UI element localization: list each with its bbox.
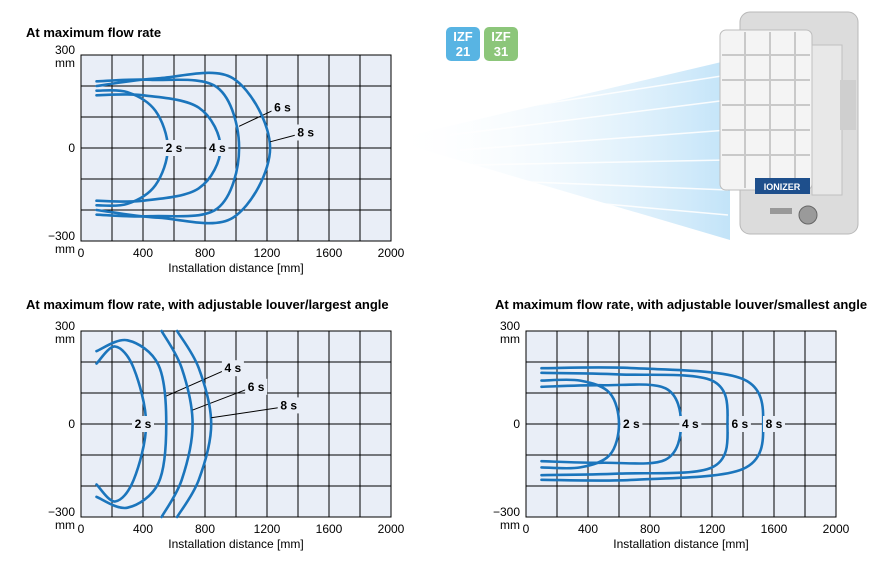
series-label: 8 s bbox=[297, 126, 314, 140]
x-tick-label: 1600 bbox=[316, 246, 343, 260]
y-tick-unit: mm bbox=[55, 242, 75, 256]
x-tick-label: 1200 bbox=[699, 522, 726, 536]
series-curve-2s bbox=[540, 378, 621, 470]
chart-title-max-flow: At maximum flow rate bbox=[26, 25, 162, 40]
series-label: 4 s bbox=[682, 417, 699, 431]
y-tick-label: −300 bbox=[493, 505, 520, 519]
label-leader bbox=[238, 109, 275, 127]
series-label: 6 s bbox=[732, 417, 749, 431]
label-bg bbox=[763, 416, 785, 432]
series-curve-6s bbox=[540, 371, 729, 477]
x-tick-label: 2000 bbox=[378, 522, 405, 536]
x-tick-label: 2000 bbox=[823, 522, 850, 536]
y-tick-label: 0 bbox=[513, 417, 520, 431]
model-badge-izf31: IZF 31 bbox=[484, 27, 518, 61]
airflow-beam bbox=[390, 60, 730, 240]
series-curve-4s bbox=[95, 338, 168, 510]
label-leader bbox=[269, 134, 298, 143]
x-axis-label: Installation distance [mm] bbox=[168, 537, 303, 551]
label-bg bbox=[163, 140, 185, 156]
label-leader bbox=[192, 388, 249, 411]
model-badge-izf21: IZF 21 bbox=[446, 27, 480, 61]
series-label: 8 s bbox=[766, 417, 783, 431]
label-bg bbox=[277, 397, 300, 414]
series-label: 4 s bbox=[225, 361, 242, 375]
chart-1: 0 400 800 1200 1600 2000300mm0−300mmInstallat… bbox=[48, 43, 405, 275]
x-axis-label: Installation distance [mm] bbox=[613, 537, 748, 551]
label-bg bbox=[620, 416, 643, 432]
y-tick-label: 300 bbox=[500, 319, 520, 333]
x-tick-label: 1600 bbox=[761, 522, 788, 536]
y-tick-unit: mm bbox=[500, 332, 520, 346]
series-curve-8s bbox=[95, 71, 272, 225]
series-label: 8 s bbox=[280, 398, 297, 412]
y-tick-label: −300 bbox=[48, 505, 75, 519]
chart-2: 0 400 800 1200 1600 2000300mm0−300mmInstallat… bbox=[48, 319, 405, 551]
chart-title-louver-smallest: At maximum flow rate, with adjustable lo… bbox=[495, 297, 868, 312]
label-bg bbox=[221, 360, 244, 377]
series-curve-6s bbox=[160, 329, 194, 519]
x-tick-label: 800 bbox=[195, 522, 215, 536]
badge-line1: IZF bbox=[453, 29, 473, 44]
series-curve-8s bbox=[175, 329, 213, 519]
series-label: 6 s bbox=[274, 101, 291, 115]
badge-line1: IZF bbox=[491, 29, 511, 44]
series-label: 4 s bbox=[209, 141, 226, 155]
label-bg bbox=[728, 416, 751, 432]
label-bg bbox=[245, 378, 268, 395]
x-tick-label: 1200 bbox=[254, 522, 281, 536]
ionizer-device: IONIZER bbox=[719, 11, 859, 235]
y-tick-label: 0 bbox=[68, 141, 75, 155]
x-tick-label: 0 bbox=[78, 246, 85, 260]
chart-3: 0 400 800 1200 1600 2000300mm0−300mmInstallat… bbox=[493, 319, 850, 551]
label-leader bbox=[211, 406, 281, 419]
x-tick-label: 1600 bbox=[316, 522, 343, 536]
x-tick-label: 400 bbox=[133, 522, 153, 536]
y-tick-unit: mm bbox=[55, 332, 75, 346]
label-bg bbox=[132, 416, 154, 432]
y-tick-label: 300 bbox=[55, 319, 75, 333]
y-tick-unit: mm bbox=[500, 518, 520, 532]
series-label: 2 s bbox=[623, 417, 640, 431]
y-tick-label: 300 bbox=[55, 43, 75, 57]
x-axis-label: Installation distance [mm] bbox=[168, 261, 303, 275]
label-bg bbox=[679, 416, 702, 432]
series-label: 2 s bbox=[135, 417, 152, 431]
series-label: 2 s bbox=[166, 141, 183, 155]
label-bg bbox=[271, 99, 294, 116]
product-label: IONIZER bbox=[764, 182, 801, 192]
badge-line2: 31 bbox=[493, 44, 509, 59]
label-bg bbox=[294, 124, 317, 141]
airflow-lines bbox=[439, 74, 729, 216]
x-tick-label: 2000 bbox=[378, 246, 405, 260]
badge-line2: 21 bbox=[455, 44, 471, 59]
x-tick-label: 400 bbox=[133, 246, 153, 260]
x-tick-label: 800 bbox=[195, 246, 215, 260]
x-tick-label: 1200 bbox=[254, 246, 281, 260]
y-tick-label: −300 bbox=[48, 229, 75, 243]
y-tick-unit: mm bbox=[55, 56, 75, 70]
x-tick-label: 800 bbox=[640, 522, 660, 536]
x-tick-label: 400 bbox=[578, 522, 598, 536]
label-leader bbox=[166, 369, 226, 397]
label-bg bbox=[206, 140, 229, 156]
x-tick-label: 0 bbox=[78, 522, 85, 536]
y-tick-label: 0 bbox=[68, 417, 75, 431]
x-tick-label: 0 bbox=[523, 522, 530, 536]
y-tick-unit: mm bbox=[55, 518, 75, 532]
series-label: 6 s bbox=[248, 380, 265, 394]
chart-title-louver-largest: At maximum flow rate, with adjustable lo… bbox=[26, 297, 389, 312]
